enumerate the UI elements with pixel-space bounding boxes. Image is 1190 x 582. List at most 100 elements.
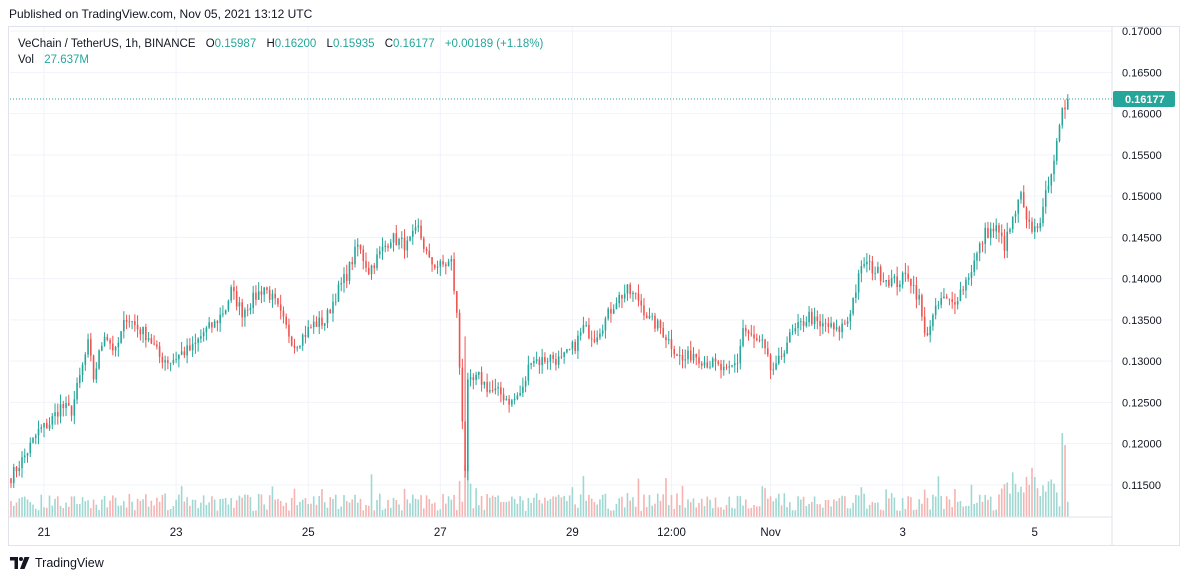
- candle-body: [189, 345, 191, 351]
- y-tick-label: 0.12000: [1122, 439, 1162, 451]
- candle-body: [73, 399, 76, 416]
- candle-body: [513, 398, 516, 401]
- volume-bar: [610, 510, 612, 517]
- volume-bar: [59, 505, 62, 517]
- volume-bar: [370, 474, 373, 517]
- volume-bar: [244, 494, 246, 517]
- volume-bar: [612, 510, 615, 517]
- volume-bar: [643, 494, 645, 517]
- volume-bar: [145, 494, 147, 517]
- candle-body: [417, 225, 420, 228]
- candle-body: [65, 402, 67, 408]
- volume-bar: [62, 508, 65, 517]
- footer-brand[interactable]: TradingView: [10, 556, 104, 570]
- volume-bar: [879, 509, 882, 517]
- volume-bar: [194, 499, 197, 517]
- volume-bar: [326, 507, 329, 517]
- candle-body: [378, 251, 381, 255]
- volume-bar: [45, 507, 48, 517]
- volume-bar: [508, 501, 510, 517]
- volume-bar: [332, 498, 334, 517]
- candle-body: [48, 424, 51, 429]
- candle-body: [656, 320, 659, 329]
- volume-bar: [304, 497, 307, 517]
- volume-bar: [354, 494, 356, 517]
- volume-bar: [593, 502, 596, 517]
- candle-body: [877, 266, 879, 273]
- volume-bar: [921, 503, 923, 517]
- volume-bar: [502, 502, 505, 517]
- volume-bar: [420, 495, 422, 517]
- volume-bar: [700, 498, 703, 517]
- volume-bar: [18, 498, 21, 517]
- candle-body: [274, 293, 276, 299]
- volume-bar: [590, 498, 593, 517]
- candle-body: [709, 366, 711, 368]
- volume-bar: [910, 497, 912, 517]
- y-tick-label: 0.17000: [1122, 27, 1162, 38]
- volume-bar: [835, 501, 838, 517]
- candlesticks: [10, 94, 1069, 488]
- candle-body: [899, 284, 901, 288]
- candle-body: [555, 358, 557, 365]
- candle-body: [136, 324, 139, 330]
- candle-body: [456, 291, 458, 313]
- candle-body: [384, 245, 387, 247]
- volume-bar: [343, 495, 345, 517]
- candle-body: [1022, 192, 1025, 208]
- candle-body: [158, 346, 161, 357]
- candle-body: [150, 338, 153, 344]
- price-chart[interactable]: 0.11500 0.12000 0.12500 0.13000 0.13500 0.140…: [9, 27, 1179, 545]
- volume-bar: [1050, 479, 1053, 517]
- volume-bar: [279, 500, 282, 517]
- volume-bar: [516, 503, 519, 517]
- volume-bar: [453, 494, 455, 517]
- candle-body: [387, 245, 389, 248]
- candle-body: [901, 272, 904, 285]
- y-tick-label: 0.11500: [1122, 480, 1161, 492]
- volume-bar: [411, 494, 414, 517]
- candle-body: [10, 478, 12, 484]
- candle-body: [637, 293, 640, 301]
- volume-bar: [117, 505, 120, 517]
- candle-body: [128, 321, 131, 323]
- candle-body: [431, 257, 433, 265]
- candle-body: [538, 359, 541, 366]
- candle-body: [238, 302, 241, 307]
- volume-bar: [1028, 484, 1031, 517]
- candle-body: [257, 291, 260, 300]
- y-tick-label: 0.16500: [1122, 67, 1162, 79]
- candle-body: [34, 435, 37, 438]
- x-tick-label: 3: [899, 527, 905, 539]
- volume-bar: [687, 499, 689, 517]
- volume-bar: [268, 495, 271, 517]
- candle-body: [434, 264, 436, 268]
- candle-body: [915, 285, 918, 300]
- volume-bar: [134, 510, 136, 517]
- candle-body: [365, 261, 367, 268]
- candle-body: [511, 400, 513, 405]
- candle-body: [700, 363, 703, 366]
- candle-body: [665, 337, 667, 341]
- volume-bar: [511, 496, 513, 517]
- volume-bar: [81, 497, 84, 517]
- candle-body: [800, 321, 802, 323]
- candle-body: [285, 316, 287, 325]
- volume-bar: [285, 502, 287, 517]
- candle-body: [1044, 190, 1047, 207]
- candle-body: [222, 313, 224, 315]
- volume-bar: [288, 510, 290, 517]
- volume-bar: [230, 498, 232, 517]
- volume-bar: [95, 504, 98, 517]
- candle-body: [769, 354, 772, 371]
- volume-bar: [618, 498, 620, 517]
- candle-body: [1066, 99, 1069, 110]
- candle-body: [739, 345, 742, 364]
- candle-body: [329, 309, 332, 314]
- volume-bar: [142, 499, 144, 517]
- candle-body: [844, 323, 846, 325]
- candle-body: [356, 244, 359, 247]
- candle-body: [246, 309, 249, 311]
- candle-body: [932, 314, 934, 327]
- candle-body: [634, 292, 637, 294]
